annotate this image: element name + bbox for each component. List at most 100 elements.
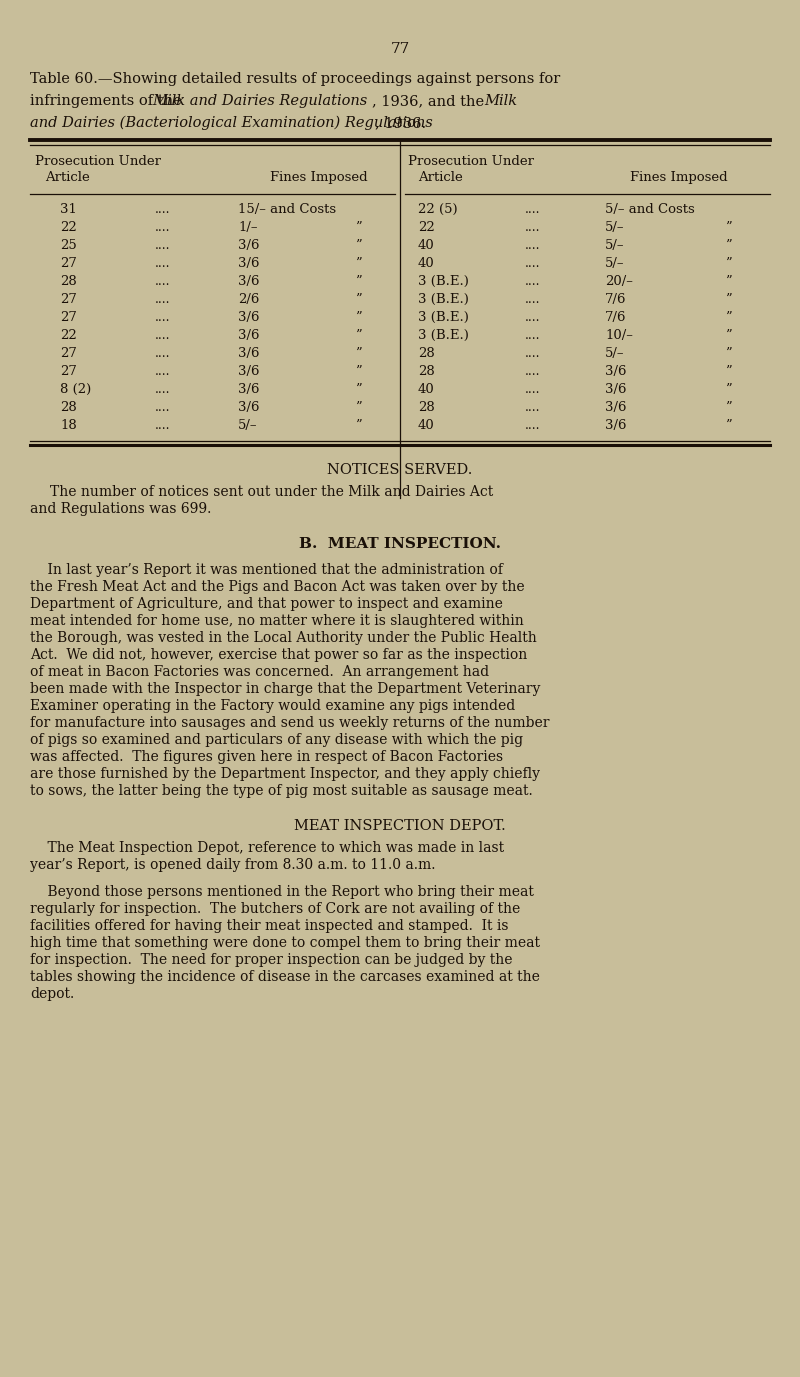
Text: was affected.  The figures given here in respect of Bacon Factories: was affected. The figures given here in … — [30, 750, 503, 764]
Text: MEAT INSPECTION DEPOT.: MEAT INSPECTION DEPOT. — [294, 819, 506, 833]
Text: 77: 77 — [390, 43, 410, 56]
Text: 7/6: 7/6 — [605, 311, 626, 324]
Text: 27: 27 — [60, 257, 77, 270]
Text: B.  MEAT INSPECTION.: B. MEAT INSPECTION. — [299, 537, 501, 551]
Text: 27: 27 — [60, 293, 77, 306]
Text: to sows, the latter being the type of pig most suitable as sausage meat.: to sows, the latter being the type of pi… — [30, 784, 533, 799]
Text: 3/6: 3/6 — [605, 383, 626, 397]
Text: 5/– and Costs: 5/– and Costs — [605, 202, 694, 216]
Text: 15/– and Costs: 15/– and Costs — [238, 202, 336, 216]
Text: are those furnished by the Department Inspector, and they apply chiefly: are those furnished by the Department In… — [30, 767, 540, 781]
Text: ....: .... — [525, 401, 541, 414]
Text: regularly for inspection.  The butchers of Cork are not availing of the: regularly for inspection. The butchers o… — [30, 902, 520, 916]
Text: tables showing the incidence of disease in the carcases examined at the: tables showing the incidence of disease … — [30, 969, 540, 985]
Text: ....: .... — [155, 401, 170, 414]
Text: 25: 25 — [60, 240, 77, 252]
Text: ”: ” — [725, 383, 732, 397]
Text: 3/6: 3/6 — [605, 401, 626, 414]
Text: 10/–: 10/– — [605, 329, 633, 341]
Text: Fines Imposed: Fines Imposed — [270, 171, 368, 185]
Text: ”: ” — [355, 347, 362, 359]
Text: The Meat Inspection Depot, reference to which was made in last: The Meat Inspection Depot, reference to … — [30, 841, 504, 855]
Text: 40: 40 — [418, 419, 434, 432]
Text: ....: .... — [525, 275, 541, 288]
Text: 3 (B.E.): 3 (B.E.) — [418, 293, 469, 306]
Text: In last year’s Report it was mentioned that the administration of: In last year’s Report it was mentioned t… — [30, 563, 503, 577]
Text: 3/6: 3/6 — [238, 257, 259, 270]
Text: 2/6: 2/6 — [238, 293, 259, 306]
Text: ”: ” — [725, 311, 732, 324]
Text: 3/6: 3/6 — [238, 365, 259, 379]
Text: 28: 28 — [60, 275, 77, 288]
Text: Fines Imposed: Fines Imposed — [630, 171, 728, 185]
Text: Article: Article — [418, 171, 462, 185]
Text: ....: .... — [525, 240, 541, 252]
Text: Article: Article — [45, 171, 90, 185]
Text: Act.  We did not, however, exercise that power so far as the inspection: Act. We did not, however, exercise that … — [30, 649, 527, 662]
Text: ”: ” — [355, 311, 362, 324]
Text: ....: .... — [525, 257, 541, 270]
Text: ”: ” — [355, 365, 362, 379]
Text: ”: ” — [725, 401, 732, 414]
Text: 40: 40 — [418, 257, 434, 270]
Text: 8 (2): 8 (2) — [60, 383, 91, 397]
Text: ”: ” — [355, 240, 362, 252]
Text: 3/6: 3/6 — [238, 311, 259, 324]
Text: ....: .... — [155, 347, 170, 359]
Text: 3/6: 3/6 — [605, 419, 626, 432]
Text: and Dairies (Bacteriological Examination) Regulations: and Dairies (Bacteriological Examination… — [30, 116, 433, 131]
Text: 3/6: 3/6 — [238, 401, 259, 414]
Text: Milk: Milk — [484, 94, 517, 107]
Text: been made with the Inspector in charge that the Department Veterinary: been made with the Inspector in charge t… — [30, 682, 540, 695]
Text: for inspection.  The need for proper inspection can be judged by the: for inspection. The need for proper insp… — [30, 953, 513, 967]
Text: of meat in Bacon Factories was concerned.  An arrangement had: of meat in Bacon Factories was concerned… — [30, 665, 489, 679]
Text: Table 60.—Showing detailed results of proceedings against persons for: Table 60.—Showing detailed results of pr… — [30, 72, 560, 85]
Text: ”: ” — [725, 293, 732, 306]
Text: ....: .... — [525, 293, 541, 306]
Text: ”: ” — [725, 240, 732, 252]
Text: 3 (B.E.): 3 (B.E.) — [418, 329, 469, 341]
Text: The number of notices sent out under the Milk and Dairies Act: The number of notices sent out under the… — [50, 485, 494, 498]
Text: the Borough, was vested in the Local Authority under the Public Health: the Borough, was vested in the Local Aut… — [30, 631, 537, 644]
Text: ....: .... — [525, 347, 541, 359]
Text: ”: ” — [725, 257, 732, 270]
Text: Examiner operating in the Factory would examine any pigs intended: Examiner operating in the Factory would … — [30, 700, 515, 713]
Text: ”: ” — [725, 365, 732, 379]
Text: ....: .... — [525, 202, 541, 216]
Text: 7/6: 7/6 — [605, 293, 626, 306]
Text: ”: ” — [725, 329, 732, 341]
Text: ”: ” — [725, 419, 732, 432]
Text: ....: .... — [155, 365, 170, 379]
Text: Department of Agriculture, and that power to inspect and examine: Department of Agriculture, and that powe… — [30, 598, 503, 611]
Text: NOTICES SERVED.: NOTICES SERVED. — [327, 463, 473, 476]
Text: for manufacture into sausages and send us weekly returns of the number: for manufacture into sausages and send u… — [30, 716, 550, 730]
Text: Prosecution Under: Prosecution Under — [408, 156, 534, 168]
Text: Milk and Dairies Regulations: Milk and Dairies Regulations — [152, 94, 367, 107]
Text: ....: .... — [155, 257, 170, 270]
Text: 27: 27 — [60, 311, 77, 324]
Text: Prosecution Under: Prosecution Under — [35, 156, 161, 168]
Text: 22 (5): 22 (5) — [418, 202, 458, 216]
Text: 28: 28 — [60, 401, 77, 414]
Text: ....: .... — [155, 329, 170, 341]
Text: 40: 40 — [418, 383, 434, 397]
Text: ”: ” — [725, 275, 732, 288]
Text: 5/–: 5/– — [605, 347, 625, 359]
Text: 27: 27 — [60, 347, 77, 359]
Text: ....: .... — [525, 220, 541, 234]
Text: infringements of the: infringements of the — [30, 94, 186, 107]
Text: the Fresh Meat Act and the Pigs and Bacon Act was taken over by the: the Fresh Meat Act and the Pigs and Baco… — [30, 580, 525, 593]
Text: ”: ” — [355, 329, 362, 341]
Text: ”: ” — [725, 347, 732, 359]
Text: 28: 28 — [418, 365, 434, 379]
Text: ....: .... — [155, 383, 170, 397]
Text: 28: 28 — [418, 347, 434, 359]
Text: 5/–: 5/– — [238, 419, 258, 432]
Text: ....: .... — [525, 311, 541, 324]
Text: , 1936, and the: , 1936, and the — [372, 94, 489, 107]
Text: high time that something were done to compel them to bring their meat: high time that something were done to co… — [30, 936, 540, 950]
Text: 40: 40 — [418, 240, 434, 252]
Text: 3 (B.E.): 3 (B.E.) — [418, 275, 469, 288]
Text: 28: 28 — [418, 401, 434, 414]
Text: 3 (B.E.): 3 (B.E.) — [418, 311, 469, 324]
